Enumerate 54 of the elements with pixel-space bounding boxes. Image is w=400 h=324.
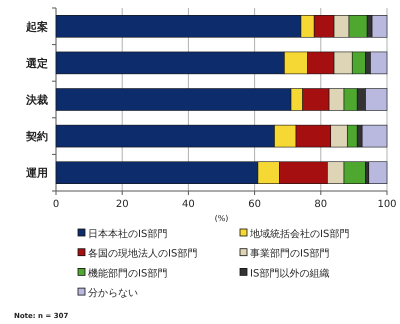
legend-label: 地域統括会社のIS部門: [249, 228, 350, 240]
bar: [365, 52, 371, 74]
bar: [334, 52, 353, 74]
bar: [346, 124, 358, 148]
bar: [344, 88, 358, 111]
bar: [56, 15, 302, 38]
bar: [284, 52, 308, 74]
x-tick-label: 40: [182, 199, 195, 210]
legend-label: 日本本社のIS部門: [88, 228, 168, 240]
legend-label: IS部門以外の組織: [250, 267, 330, 280]
bar: [334, 15, 350, 38]
legend-label: 機能部門のIS部門: [88, 267, 168, 280]
x-tick-label: 20: [116, 199, 129, 210]
legend-label: 事業部門のIS部門: [250, 248, 330, 260]
bar: [56, 88, 292, 111]
x-tick-label: 60: [248, 199, 261, 210]
bar: [352, 52, 366, 74]
legend-label: 各国の現地法人のIS部門: [88, 248, 198, 260]
bar: [279, 161, 328, 184]
x-axis-title: (%): [214, 214, 228, 223]
bar: [368, 161, 388, 184]
bar: [300, 15, 314, 38]
bar: [328, 88, 344, 111]
y-tick-label: 選定: [25, 56, 48, 70]
legend-label: 分からない: [88, 287, 138, 300]
bar: [372, 15, 388, 38]
bar: [307, 52, 334, 74]
bar: [302, 88, 330, 111]
bar: [330, 124, 348, 148]
bar: [56, 161, 258, 184]
bar: [362, 124, 388, 148]
bar: [296, 124, 332, 148]
y-tick-label: 契約: [25, 130, 48, 144]
bar: [370, 52, 388, 74]
x-tick-label: 80: [314, 199, 328, 210]
bar: [327, 161, 344, 184]
bar: [56, 124, 275, 148]
bar: [356, 88, 366, 111]
y-tick-label: 決裁: [25, 94, 48, 106]
bar: [274, 124, 296, 148]
x-tick-label: 100: [377, 199, 397, 210]
x-tick-label: 0: [52, 199, 60, 210]
bar: [356, 124, 362, 148]
y-tick-label: 運用: [25, 166, 48, 180]
bar: [290, 88, 303, 111]
bar: [365, 161, 370, 184]
bar: [365, 88, 388, 111]
bar: [348, 15, 368, 38]
y-tick-label: 起案: [25, 20, 48, 34]
bar: [258, 161, 280, 184]
bar: [56, 52, 285, 74]
bar: [366, 15, 372, 38]
bar: [344, 161, 366, 184]
bar: [314, 15, 334, 38]
